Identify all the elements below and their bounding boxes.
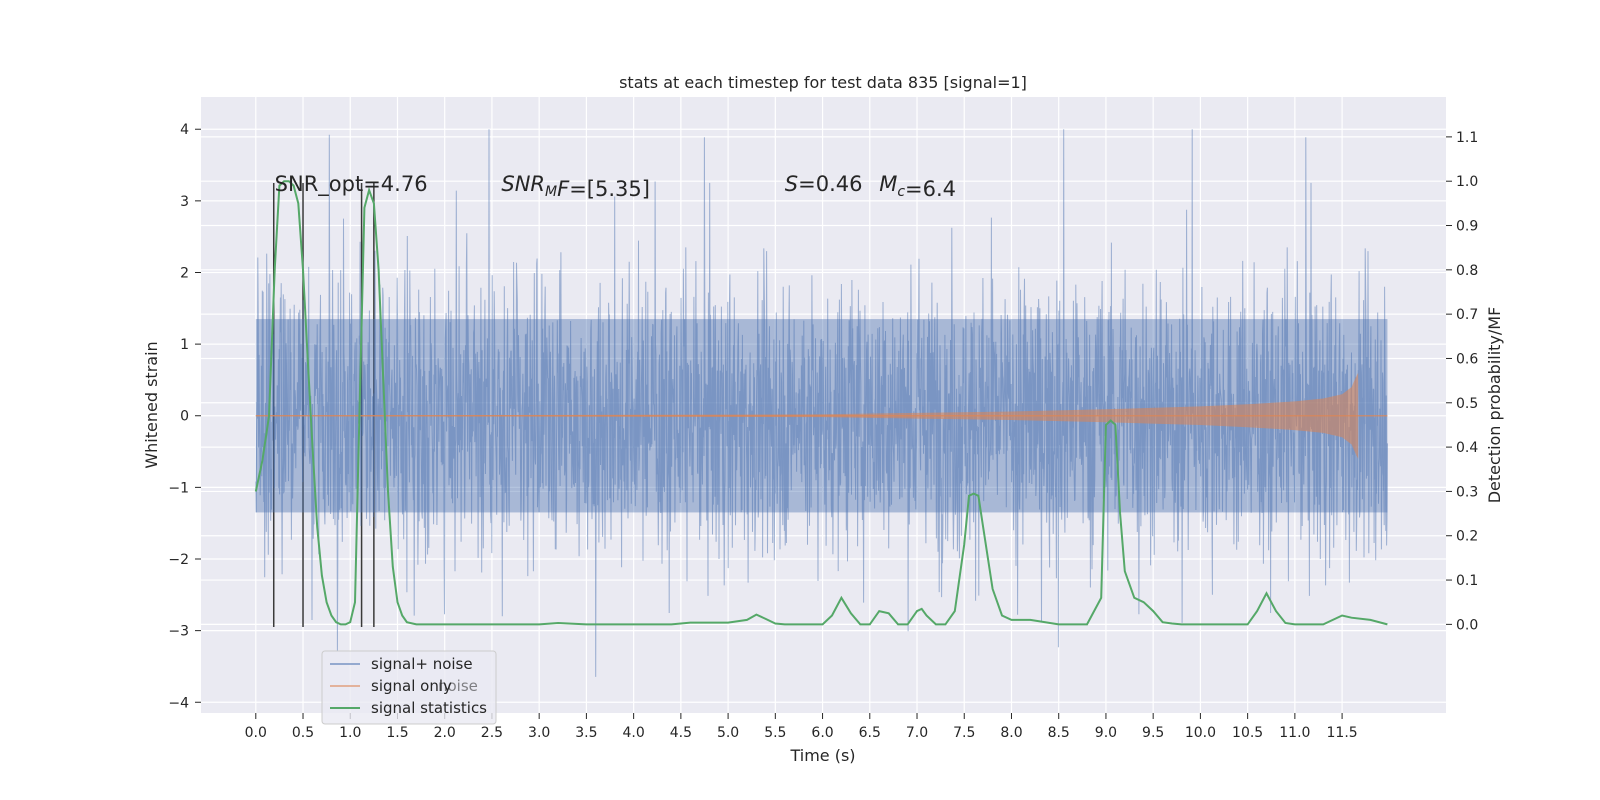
x-tick-label: 4.0 <box>622 725 644 741</box>
y-axis-title: Whitened strain <box>142 341 161 468</box>
signal-plus-noise-line <box>255 129 1388 677</box>
x-tick-label: 1.5 <box>386 725 408 741</box>
x-tick-label: 7.5 <box>953 725 975 741</box>
x-axis-ticks: 0.0 0.5 1.0 1.5 2.0 2.5 3.0 3.5 4.0 4.5 5.0 5.5 6.0 6… <box>245 713 1358 741</box>
y2-tick-label: 0.4 <box>1456 440 1478 456</box>
y-tick-label: −3 <box>168 624 189 640</box>
x-axis-title: Time (s) <box>789 746 855 765</box>
x-tick-label: 9.0 <box>1095 725 1117 741</box>
y-axis-ticks: −4 −3 −2 −1 0 1 2 3 4 <box>168 122 201 711</box>
annotation-text: SNRMF=[5.35] <box>501 172 650 201</box>
x-tick-label: 4.5 <box>670 725 692 741</box>
y2-tick-label: 0.6 <box>1456 351 1478 367</box>
x-tick-label: 6.5 <box>859 725 881 741</box>
y-tick-label: −1 <box>168 480 189 496</box>
y-tick-label: −2 <box>168 552 189 568</box>
annotations: SNR_opt=4.76 SNRMF=[5.35] S=0.46 Mc=6.4 <box>275 172 956 201</box>
x-tick-label: 9.5 <box>1142 725 1164 741</box>
y2-tick-label: 0.0 <box>1456 617 1478 633</box>
y-tick-label: 2 <box>180 265 189 281</box>
y2-axis-title: Detection probability/MF <box>1485 307 1504 504</box>
signal-statistics-line <box>254 180 1388 626</box>
legend-label-signal-plus-noise: signal+ noise <box>371 655 473 673</box>
x-tick-label: 5.5 <box>764 725 786 741</box>
y2-tick-label: 1.1 <box>1456 130 1478 146</box>
legend: noise signal+ noise signal only signal s… <box>321 650 497 725</box>
y2-tick-label: 0.2 <box>1456 529 1478 545</box>
x-tick-label: 1.0 <box>339 725 361 741</box>
x-tick-label: 2.5 <box>481 725 503 741</box>
x-tick-label: 10.5 <box>1232 725 1263 741</box>
x-tick-label: 3.5 <box>575 725 597 741</box>
chart-title: stats at each timestep for test data 835… <box>619 73 1027 92</box>
y2-tick-label: 0.5 <box>1456 396 1478 412</box>
y-tick-label: −4 <box>168 695 189 711</box>
x-tick-label: 0.5 <box>292 725 314 741</box>
signal-only-series <box>255 372 1388 459</box>
legend-label-signal-only: signal only <box>371 677 452 695</box>
x-tick-label: 7.0 <box>906 725 928 741</box>
x-tick-label: 8.0 <box>1000 725 1022 741</box>
legend-box <box>321 650 497 725</box>
x-tick-label: 5.0 <box>717 725 739 741</box>
y-tick-label: 0 <box>180 409 189 425</box>
x-tick-label: 8.5 <box>1048 725 1070 741</box>
signal-statistics-series <box>254 180 1388 626</box>
y-tick-label: 3 <box>180 194 189 210</box>
x-tick-label: 11.5 <box>1327 725 1358 741</box>
legend-label-signal-statistics: signal statistics <box>371 699 487 717</box>
annotation-text: SNR_opt=4.76 <box>275 172 428 197</box>
annotation-text: S=0.46 <box>785 172 863 196</box>
x-tick-label: 6.0 <box>811 725 833 741</box>
y2-tick-label: 0.7 <box>1456 307 1478 323</box>
y2-tick-label: 0.8 <box>1456 263 1478 279</box>
x-tick-label: 11.0 <box>1279 725 1310 741</box>
x-tick-label: 3.0 <box>528 725 550 741</box>
x-tick-label: 2.0 <box>434 725 456 741</box>
x-tick-label: 10.0 <box>1185 725 1216 741</box>
y-tick-label: 1 <box>180 337 189 353</box>
y2-tick-label: 1.0 <box>1456 174 1478 190</box>
annotation-text: Mc=6.4 <box>879 172 956 201</box>
y2-tick-label: 0.9 <box>1456 219 1478 235</box>
y2-tick-label: 0.1 <box>1456 573 1478 589</box>
legend-ghost-text: noise <box>438 677 478 695</box>
y2-tick-label: 0.3 <box>1456 484 1478 500</box>
y-tick-label: 4 <box>180 122 189 138</box>
x-tick-label: 0.0 <box>245 725 267 741</box>
y2-axis-ticks: 0.0 0.1 0.2 0.3 0.4 0.5 0.6 0.7 0.8 0.9 1.0 1.1 <box>1446 130 1478 633</box>
